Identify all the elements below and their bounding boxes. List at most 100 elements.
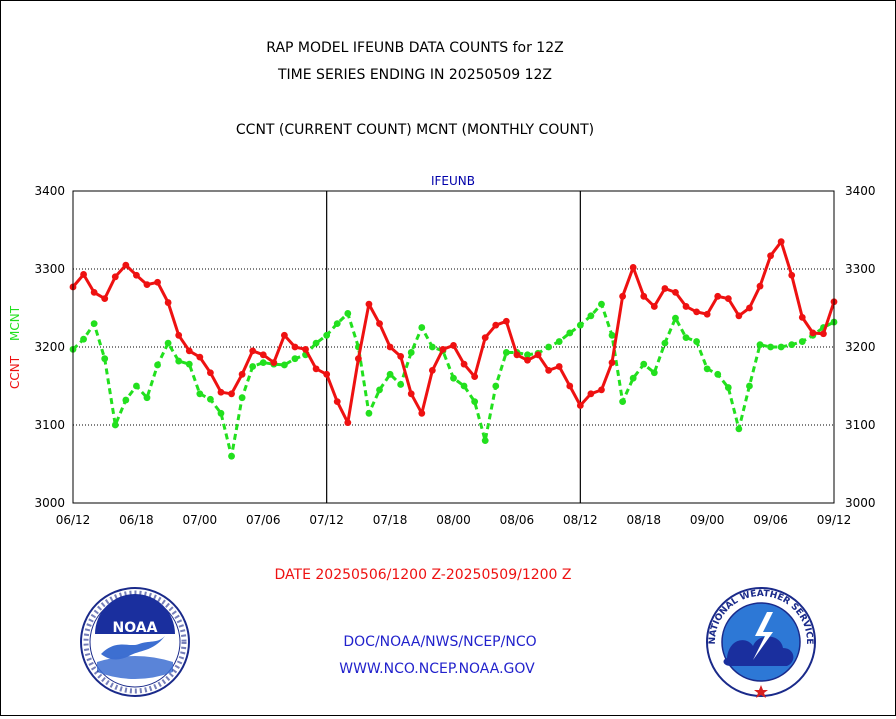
data-point-ccnt [111, 273, 119, 281]
data-point-mcnt [365, 409, 373, 417]
data-point-ccnt [672, 289, 679, 296]
data-point-ccnt [820, 330, 827, 338]
y-tick-label: 3400 [34, 184, 65, 198]
data-point-ccnt [122, 261, 130, 269]
data-point-ccnt [545, 367, 553, 374]
data-point-ccnt [798, 313, 806, 321]
data-point-mcnt [746, 382, 753, 390]
data-point-ccnt [492, 321, 500, 329]
data-point-ccnt [217, 388, 225, 396]
x-tick-label: 07/06 [246, 513, 281, 527]
org-path-text: DOC/NOAA/NWS/NCEP/NCO [343, 634, 536, 650]
data-point-mcnt [714, 370, 722, 378]
data-point-mcnt [228, 452, 235, 460]
data-point-mcnt [555, 338, 563, 345]
data-point-mcnt [661, 339, 669, 347]
data-point-ccnt [619, 292, 627, 300]
data-point-ccnt [703, 310, 711, 318]
data-point-ccnt [439, 345, 447, 353]
data-point-ccnt [302, 345, 309, 353]
date-range-label: DATE 20250506/1200 Z-20250509/1200 Z [275, 567, 572, 583]
data-point-ccnt [407, 390, 415, 398]
data-point-ccnt [714, 292, 722, 300]
data-point-ccnt [502, 317, 510, 325]
data-point-mcnt [238, 394, 246, 402]
data-point-ccnt [481, 334, 489, 342]
x-tick-label: 08/00 [436, 513, 471, 527]
x-tick-label: 07/18 [373, 513, 408, 527]
data-point-ccnt [312, 365, 320, 373]
data-point-ccnt [640, 292, 648, 300]
data-point-ccnt [291, 343, 299, 351]
data-point-mcnt [640, 360, 648, 368]
data-point-mcnt [767, 343, 774, 351]
data-point-mcnt [502, 349, 510, 356]
noaa-label: NOAA [113, 620, 158, 636]
data-point-ccnt [809, 329, 817, 337]
data-point-ccnt [608, 359, 616, 366]
data-point-ccnt [788, 271, 796, 279]
data-point-mcnt [788, 341, 796, 349]
data-point-mcnt [280, 361, 288, 369]
data-point-mcnt [703, 365, 711, 373]
data-point-mcnt [386, 370, 394, 378]
data-point-mcnt [524, 351, 531, 359]
nws-lightning-icon [753, 612, 773, 660]
nco-url-link[interactable]: WWW.NCO.NCEP.NOAA.GOV [339, 661, 535, 677]
data-point-mcnt [756, 341, 764, 349]
data-point-ccnt [746, 304, 753, 312]
noaa-sky-icon [95, 594, 175, 634]
data-point-ccnt [598, 386, 605, 394]
data-point-mcnt [185, 360, 193, 368]
y-tick-label: 3000 [845, 496, 876, 510]
data-point-mcnt [175, 357, 183, 365]
data-point-ccnt [386, 343, 394, 351]
noaa-logo: NOAA [80, 587, 190, 697]
data-point-ccnt [259, 351, 267, 359]
x-tick-label: 09/12 [817, 513, 852, 527]
x-tick-labels: 06/12 06/18 07/00 07/06 07/12 07/18 08/00 08/06… [56, 513, 852, 527]
data-point-ccnt [270, 359, 278, 366]
y-tick-label: 3200 [34, 340, 65, 354]
data-point-mcnt [481, 437, 489, 444]
data-point-ccnt [735, 312, 743, 320]
data-point-mcnt [418, 324, 426, 331]
data-point-ccnt [164, 299, 172, 306]
data-point-ccnt [724, 295, 732, 303]
y-axis-label-ccnt: CCNT [8, 355, 22, 389]
y-tick-label: 3400 [845, 184, 876, 198]
x-tick-label: 06/12 [56, 513, 91, 527]
data-point-ccnt [397, 352, 405, 360]
data-point-mcnt [143, 394, 151, 402]
data-point-mcnt [122, 396, 130, 404]
data-point-mcnt [133, 382, 140, 390]
x-tick-label: 07/00 [183, 513, 218, 527]
data-point-mcnt [545, 343, 553, 351]
data-point-mcnt [217, 409, 225, 417]
data-point-ccnt [418, 409, 426, 417]
data-point-ccnt [238, 370, 246, 378]
data-point-ccnt [471, 373, 479, 381]
y-tick-labels-left: 3000 3100 3200 3300 3400 [34, 184, 65, 510]
y-tick-label: 3000 [34, 496, 65, 510]
data-point-mcnt [259, 359, 267, 366]
noaa-bird-icon [101, 636, 165, 660]
data-point-mcnt [291, 355, 299, 363]
data-point-ccnt [333, 398, 341, 405]
data-point-ccnt [196, 353, 204, 361]
chart-title-line1: RAP MODEL IFEUNB DATA COUNTS for 12Z [266, 40, 563, 56]
data-point-ccnt [661, 285, 669, 292]
data-point-ccnt [682, 303, 690, 310]
data-point-ccnt [756, 282, 764, 290]
data-point-ccnt [460, 360, 468, 368]
data-point-mcnt [566, 329, 574, 337]
y-tick-label: 3100 [845, 418, 876, 432]
data-point-ccnt [450, 342, 457, 349]
data-point-mcnt [693, 338, 700, 345]
data-point-ccnt [524, 356, 531, 364]
data-point-mcnt [450, 374, 457, 382]
data-point-mcnt [196, 390, 204, 398]
y-axis-label-mcnt: MCNT [8, 305, 22, 341]
data-point-ccnt [587, 390, 595, 398]
